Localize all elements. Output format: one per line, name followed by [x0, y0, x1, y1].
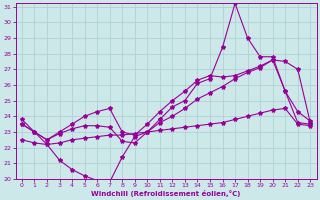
X-axis label: Windchill (Refroidissement éolien,°C): Windchill (Refroidissement éolien,°C) [92, 190, 241, 197]
